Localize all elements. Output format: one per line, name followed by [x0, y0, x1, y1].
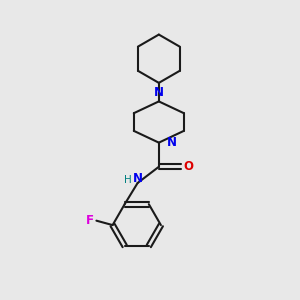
- Text: N: N: [167, 136, 177, 149]
- Text: N: N: [133, 172, 143, 185]
- Text: F: F: [86, 214, 94, 227]
- Text: N: N: [154, 86, 164, 99]
- Text: O: O: [183, 160, 193, 173]
- Text: H: H: [124, 175, 132, 185]
